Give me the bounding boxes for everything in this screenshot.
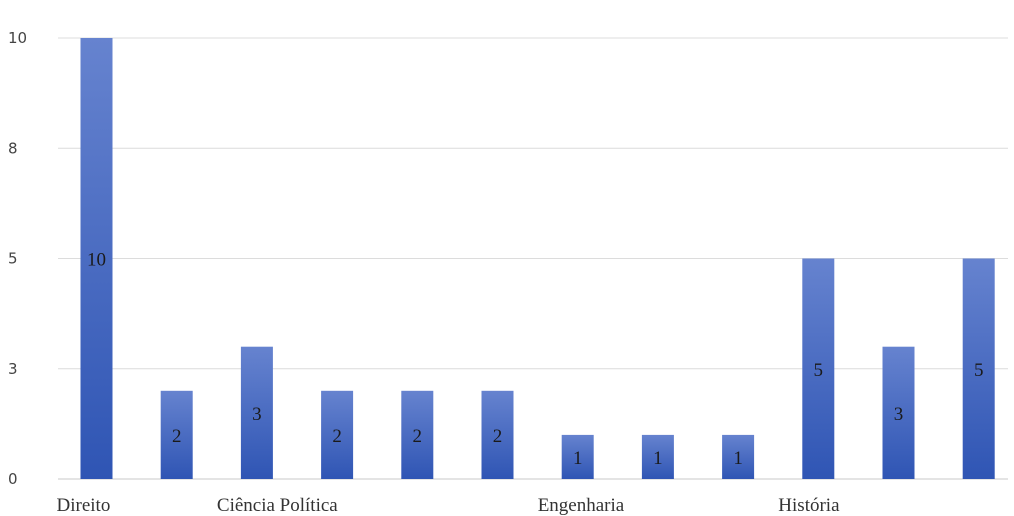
data-label: 3: [252, 404, 262, 425]
data-label: 2: [332, 426, 342, 447]
data-label: 1: [573, 448, 583, 469]
data-label: 2: [172, 426, 182, 447]
bar: [882, 346, 915, 479]
gridlines: [58, 37, 1008, 480]
x-category-label: Engenharia: [538, 495, 625, 516]
data-label: 3: [894, 404, 904, 425]
data-label: 5: [814, 360, 824, 381]
bar: [962, 258, 995, 479]
bar: [481, 390, 514, 479]
data-label: 5: [974, 360, 984, 381]
data-label: 2: [493, 426, 503, 447]
y-tick-label: 3: [8, 360, 18, 378]
bar: [561, 434, 594, 479]
data-label: 2: [413, 426, 423, 447]
bar: [160, 390, 193, 479]
data-labels: 10 2 3 2 2 2 1 1 1 5 3 5: [87, 250, 983, 469]
x-category-label: Direito: [57, 495, 111, 516]
bar: [240, 346, 273, 479]
bar: [722, 434, 755, 479]
bar: [321, 390, 354, 479]
bar: [401, 390, 434, 479]
bar: [80, 38, 113, 479]
x-axis-categories: Direito Ciência Política Engenharia Históri…: [57, 495, 841, 516]
y-axis-ticks: 0 3 5 8 10: [8, 29, 27, 488]
y-tick-label: 8: [8, 139, 18, 157]
bar: [802, 258, 835, 479]
bars: [80, 38, 995, 479]
data-label: 1: [653, 448, 663, 469]
y-tick-label: 5: [8, 250, 18, 268]
data-label: 1: [733, 448, 743, 469]
y-tick-label: 0: [8, 470, 18, 488]
x-category-label: Ciência Política: [217, 495, 338, 516]
x-category-label: História: [778, 495, 840, 516]
bar: [641, 434, 674, 479]
y-tick-label: 10: [8, 29, 27, 47]
data-label: 10: [87, 250, 106, 271]
